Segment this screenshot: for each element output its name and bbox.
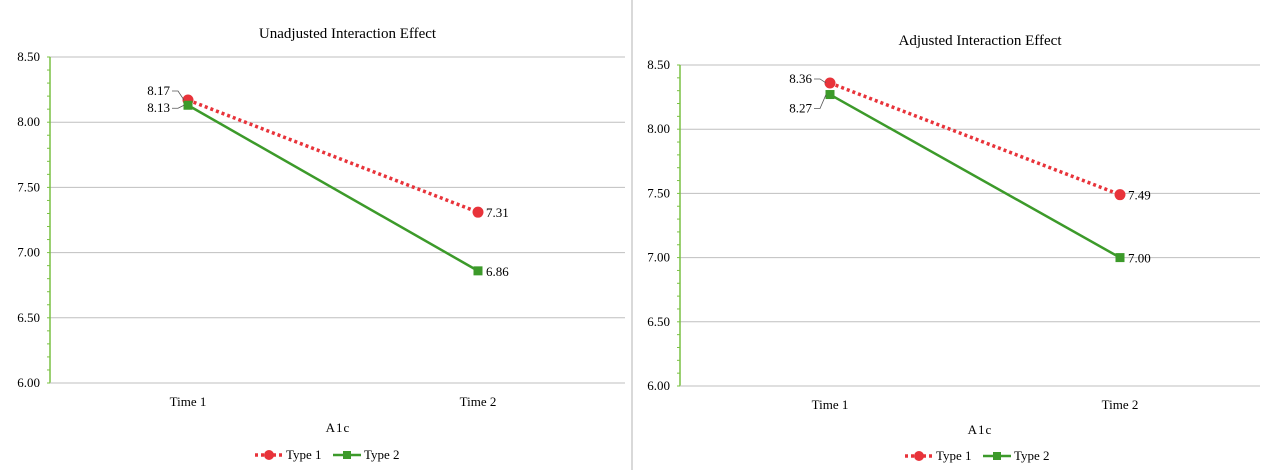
y-tick-label: 7.00 (647, 250, 670, 265)
y-tick-label: 6.50 (17, 310, 40, 325)
data-point-marker (825, 77, 836, 88)
series-line-type-2 (188, 105, 478, 271)
data-point-marker (1116, 253, 1125, 262)
y-tick-label: 6.00 (17, 375, 40, 390)
chart-title: Adjusted Interaction Effect (899, 33, 1063, 49)
chart-title: Unadjusted Interaction Effect (259, 26, 437, 42)
data-point-marker (826, 90, 835, 99)
chart-panel-adjusted: Adjusted Interaction Effect 6.00 6.50 7.00 7… (635, 0, 1265, 470)
data-point-marker (184, 101, 193, 110)
data-label: 8.27 (789, 101, 812, 116)
data-label: 7.49 (1128, 188, 1151, 203)
chart-adjusted-svg: Adjusted Interaction Effect 6.00 6.50 7.00 7… (635, 0, 1265, 470)
legend-entry-label: Type 1 (936, 448, 972, 463)
y-tick-label: 7.50 (17, 179, 40, 194)
legend-marker (914, 451, 924, 461)
y-tick-label: 6.50 (647, 314, 670, 329)
series-line-type-1 (188, 100, 478, 212)
y-tick-label: 8.50 (647, 57, 670, 72)
data-point-marker (473, 207, 484, 218)
data-label-leader (172, 105, 184, 108)
data-label: 7.00 (1128, 251, 1151, 266)
data-label-leader (172, 91, 184, 100)
data-label: 8.13 (147, 100, 170, 115)
x-axis-title: A1c (968, 422, 993, 437)
data-point-marker (474, 266, 483, 275)
data-label-leader (814, 95, 826, 109)
legend-marker (343, 451, 351, 459)
y-tick-label: 8.00 (17, 114, 40, 129)
data-label-leader (814, 79, 826, 83)
y-tick-label: 8.00 (647, 121, 670, 136)
y-tick-label: 7.00 (17, 245, 40, 260)
legend-marker (264, 450, 274, 460)
legend-entry-label: Type 1 (286, 447, 322, 462)
legend-entry-label: Type 2 (364, 447, 400, 462)
x-tick-label: Time 2 (1102, 397, 1139, 412)
legend-entry-label: Type 2 (1014, 448, 1050, 463)
data-label: 6.86 (486, 264, 509, 279)
y-tick-label: 8.50 (17, 49, 40, 64)
chart-unadjusted-svg: Unadjusted Interaction Effect 6.00 6.50 7.0… (0, 0, 630, 470)
data-label: 8.36 (789, 71, 812, 86)
x-tick-label: Time 1 (170, 394, 207, 409)
y-tick-label: 7.50 (647, 185, 670, 200)
data-point-marker (1115, 189, 1126, 200)
series-line-type-1 (830, 83, 1120, 195)
y-tick-label: 6.00 (647, 378, 670, 393)
legend-marker (993, 452, 1001, 460)
x-tick-label: Time 1 (812, 397, 849, 412)
chart-panel-unadjusted: Unadjusted Interaction Effect 6.00 6.50 7.0… (0, 0, 630, 470)
panel-divider (631, 0, 633, 470)
data-label: 7.31 (486, 205, 509, 220)
x-tick-label: Time 2 (460, 394, 497, 409)
data-label: 8.17 (147, 83, 170, 98)
series-line-type-2 (830, 95, 1120, 258)
x-axis-title: A1c (326, 420, 351, 435)
